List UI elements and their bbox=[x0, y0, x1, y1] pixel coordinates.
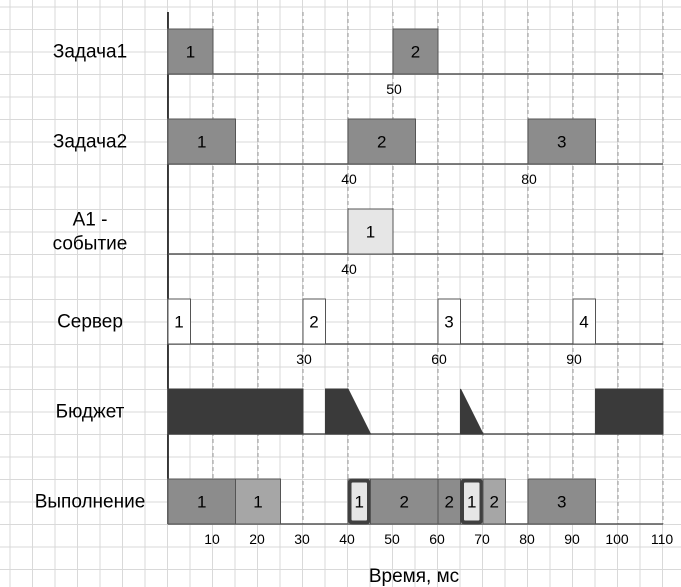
block-label: 3 bbox=[557, 133, 566, 152]
release-marker: 30 bbox=[296, 351, 312, 367]
block-label: 2 bbox=[411, 43, 420, 62]
task-block bbox=[167, 28, 214, 75]
axis-title: Время, мс bbox=[369, 566, 459, 587]
row-4: Бюджет bbox=[56, 388, 664, 435]
task-block bbox=[392, 28, 439, 75]
block-label: 2 bbox=[490, 493, 499, 512]
block-label: 1 bbox=[355, 493, 364, 512]
budget-shape bbox=[167, 388, 304, 435]
row-label: A1 - bbox=[73, 210, 108, 231]
task-block bbox=[167, 118, 236, 165]
block-label: 3 bbox=[444, 313, 453, 332]
row-label: Задача1 bbox=[53, 42, 127, 63]
task-block bbox=[167, 298, 191, 345]
block-label: 1 bbox=[197, 493, 206, 512]
release-marker: 40 bbox=[341, 171, 357, 187]
block-label: 1 bbox=[174, 313, 183, 332]
block-label: 2 bbox=[400, 493, 409, 512]
block-label: 4 bbox=[579, 313, 588, 332]
highlight-frame bbox=[347, 478, 371, 525]
budget-shape bbox=[460, 388, 484, 435]
row-label: Выполнение bbox=[35, 492, 146, 513]
task-block bbox=[167, 478, 236, 525]
budget-shape bbox=[325, 388, 372, 435]
release-marker: 60 bbox=[431, 351, 447, 367]
row-label: Сервер bbox=[57, 312, 123, 333]
task-block bbox=[572, 298, 596, 345]
axis-tick-label: 90 bbox=[564, 531, 580, 547]
task-block bbox=[347, 208, 394, 255]
task-block bbox=[527, 118, 596, 165]
row-3: Сервер 1 2 3 4 30 60 90 bbox=[57, 298, 663, 367]
block-label: 2 bbox=[309, 313, 318, 332]
axis-tick-label: 60 bbox=[429, 531, 445, 547]
axis-tick-label: 70 bbox=[474, 531, 490, 547]
task-block bbox=[235, 478, 281, 525]
row-label: Задача2 bbox=[53, 132, 127, 153]
block-label: 1 bbox=[467, 493, 476, 512]
block-label: 1 bbox=[366, 223, 375, 242]
release-marker: 80 bbox=[521, 171, 537, 187]
axis-tick-label: 10 bbox=[204, 531, 220, 547]
highlight-frame bbox=[460, 478, 484, 525]
block-label: 2 bbox=[445, 493, 454, 512]
task-block bbox=[482, 478, 506, 525]
row-label: событие bbox=[53, 234, 128, 255]
task-block bbox=[437, 298, 461, 345]
row-2: A1 - событие 1 40 bbox=[53, 208, 663, 277]
release-marker: 90 bbox=[566, 351, 582, 367]
axis-tick-label: 30 bbox=[294, 531, 310, 547]
axis-tick-label: 50 bbox=[384, 531, 400, 547]
task-block bbox=[527, 478, 596, 525]
task-block bbox=[347, 118, 416, 165]
axis-tick-label: 110 bbox=[651, 531, 674, 547]
block-label: 2 bbox=[377, 133, 386, 152]
axis-tick-label: 80 bbox=[519, 531, 535, 547]
block-label: 1 bbox=[197, 133, 206, 152]
time-axis: 10 20 30 40 50 60 70 80 90 100 110 bbox=[204, 531, 673, 547]
axis-tick-label: 100 bbox=[605, 531, 629, 547]
axis-tick-label: 40 bbox=[339, 531, 355, 547]
row-label: Бюджет bbox=[56, 402, 125, 423]
release-marker: 50 bbox=[386, 81, 402, 97]
axis-tick-label: 20 bbox=[249, 531, 265, 547]
task-block bbox=[302, 298, 326, 345]
release-marker: 40 bbox=[341, 261, 357, 277]
budget-shape bbox=[595, 388, 664, 435]
block-label: 1 bbox=[253, 493, 262, 512]
row-1: Задача2 1 2 3 40 80 bbox=[53, 118, 663, 187]
block-label: 3 bbox=[557, 493, 566, 512]
row-5: Выполнение 1 1 1 2 2 1 2 3 bbox=[35, 478, 663, 525]
row-0: Задача1 1 2 50 bbox=[53, 28, 663, 97]
block-label: 1 bbox=[186, 43, 195, 62]
